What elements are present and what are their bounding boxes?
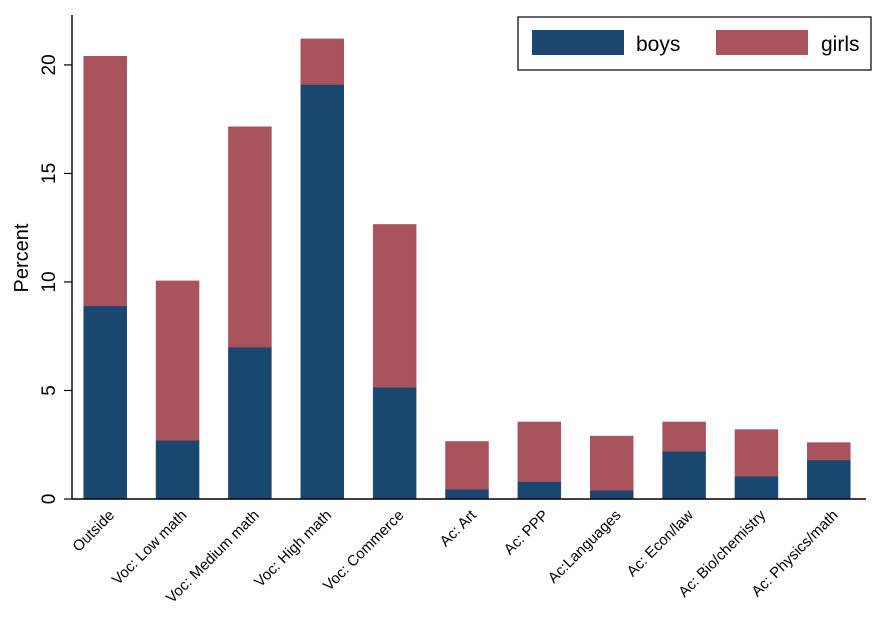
y-tick-label: 20 <box>39 54 60 75</box>
bar-girls <box>83 55 127 307</box>
x-tick-label: Outside <box>69 507 118 556</box>
y-tick-label: 5 <box>39 385 60 396</box>
bar-boys <box>83 305 127 500</box>
bar-boys <box>517 481 562 500</box>
bar-girls <box>807 442 851 461</box>
bar-boys <box>807 459 851 500</box>
bar-girls <box>734 429 779 477</box>
bar-boys <box>445 488 489 500</box>
legend-label-girls: girls <box>821 33 860 56</box>
x-tick-label: Ac:Languages <box>545 507 625 587</box>
bar-girls <box>300 38 345 85</box>
y-axis: 0 5 10 15 20 <box>39 15 73 505</box>
x-tick-label: Ac: Econ/law <box>624 507 697 580</box>
bar-girls <box>662 421 706 452</box>
bar-boys <box>662 451 706 500</box>
x-tick-label: Ac: PPP <box>501 507 553 559</box>
legend-swatch-boys <box>532 30 624 55</box>
bar-boys <box>734 475 779 500</box>
legend-swatch-girls <box>716 30 808 55</box>
bar-boys <box>300 84 345 500</box>
bar-girls <box>517 421 562 482</box>
bar-boys <box>372 386 417 500</box>
y-tick-label: 10 <box>39 271 60 292</box>
bar-boys <box>589 490 634 500</box>
bar-girls <box>372 224 417 388</box>
bar-girls <box>589 435 634 491</box>
x-tick-label: Ac: Art <box>437 506 481 550</box>
bar-boys <box>155 440 200 500</box>
legend-label-boys: boys <box>636 33 680 56</box>
bar-girls <box>228 126 272 348</box>
x-tick-label: Voc: Low math <box>109 507 191 589</box>
y-tick-label: 0 <box>39 494 60 505</box>
bar-girls <box>445 441 489 490</box>
bar-girls <box>155 280 200 441</box>
y-axis-label: Percent <box>11 223 33 292</box>
y-tick-label: 15 <box>39 163 60 184</box>
legend: boys girls <box>517 16 872 71</box>
x-tick-label: Voc: High math <box>251 507 335 591</box>
bars <box>72 38 866 500</box>
bar-boys <box>228 346 272 500</box>
